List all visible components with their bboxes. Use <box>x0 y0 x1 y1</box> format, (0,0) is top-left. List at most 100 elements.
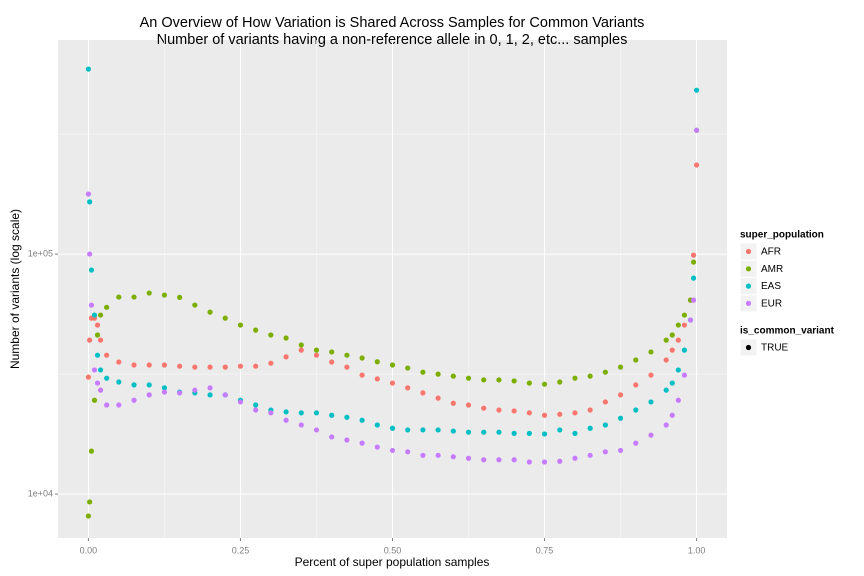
point <box>465 375 472 381</box>
point <box>85 513 92 519</box>
point <box>481 429 487 435</box>
point <box>435 371 441 377</box>
point <box>389 362 396 368</box>
point <box>97 367 104 373</box>
legend-label: AFR <box>761 247 781 258</box>
point <box>602 369 608 375</box>
point <box>161 389 168 395</box>
point <box>602 449 608 455</box>
point <box>496 407 502 413</box>
point <box>602 422 608 428</box>
point <box>450 454 456 460</box>
point <box>663 387 669 393</box>
point <box>237 322 244 328</box>
point <box>420 427 426 433</box>
point <box>146 290 152 296</box>
point <box>587 425 593 431</box>
legend-title: is_common_variant <box>740 326 835 337</box>
point <box>496 377 502 383</box>
point <box>526 430 532 436</box>
point <box>344 352 350 358</box>
point <box>374 376 380 382</box>
x-axis-title: Percent of super population samples <box>295 555 490 569</box>
point <box>690 259 697 265</box>
point <box>359 372 365 378</box>
point <box>116 379 122 385</box>
point <box>253 363 259 369</box>
point <box>669 347 675 353</box>
point <box>177 363 183 369</box>
point <box>104 304 110 310</box>
point <box>541 412 548 418</box>
point <box>687 317 694 323</box>
point <box>690 297 697 303</box>
point <box>663 357 669 363</box>
point <box>633 357 639 363</box>
point <box>283 409 289 415</box>
legend-symbol <box>745 344 752 351</box>
point <box>85 374 92 380</box>
point <box>405 449 411 455</box>
point <box>131 382 137 388</box>
point <box>511 378 517 384</box>
point <box>146 392 152 398</box>
point <box>526 459 532 465</box>
point <box>633 440 639 446</box>
point <box>253 327 259 333</box>
point <box>97 337 104 343</box>
point <box>116 294 122 300</box>
point <box>675 367 681 373</box>
legend-symbol <box>745 283 752 289</box>
point <box>572 455 578 461</box>
point <box>329 412 335 418</box>
point <box>450 428 456 434</box>
point <box>97 387 104 393</box>
point <box>87 199 93 205</box>
point <box>88 302 95 308</box>
point <box>91 397 98 403</box>
point <box>177 390 183 396</box>
point <box>94 380 101 386</box>
point <box>207 309 213 315</box>
point <box>207 392 213 398</box>
point <box>633 407 639 413</box>
point <box>298 410 304 416</box>
point <box>389 447 396 454</box>
point <box>633 382 639 388</box>
point <box>669 412 675 418</box>
point <box>91 312 98 318</box>
legend-label: EAS <box>761 281 781 292</box>
point <box>177 294 183 300</box>
point <box>87 499 93 505</box>
point <box>359 440 365 446</box>
point <box>690 252 697 258</box>
point <box>405 365 411 371</box>
point <box>94 332 101 338</box>
point <box>663 337 669 343</box>
point <box>465 429 472 435</box>
point <box>405 427 411 433</box>
point <box>313 352 320 358</box>
point <box>663 422 669 428</box>
point <box>526 410 532 416</box>
point <box>374 444 380 450</box>
point <box>207 385 213 391</box>
point <box>344 437 350 443</box>
point <box>87 251 93 257</box>
y-axis-title: Number of variants (log scale) <box>8 209 22 369</box>
point <box>420 369 426 375</box>
point <box>222 392 228 398</box>
x-tick-label: 0.50 <box>384 545 402 555</box>
point <box>268 360 274 366</box>
point <box>207 364 213 370</box>
point <box>648 349 654 355</box>
point <box>465 402 472 408</box>
point <box>511 408 517 414</box>
y-tick-label: 1e+04 <box>28 488 53 498</box>
point <box>572 375 578 381</box>
point <box>481 405 487 411</box>
legend-label: AMR <box>761 264 783 275</box>
point <box>374 359 380 365</box>
point <box>557 458 563 464</box>
